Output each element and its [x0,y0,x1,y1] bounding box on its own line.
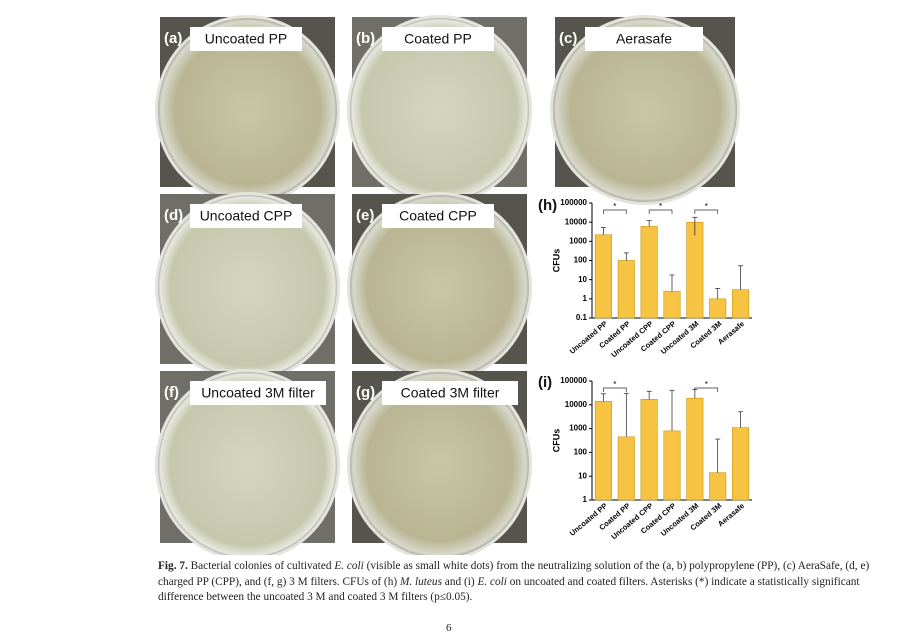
bar [686,397,704,501]
caption-text: E. coli [477,575,507,588]
bar [663,290,681,319]
y-tick-label: 10 [578,275,587,284]
y-tick-label: 100 [574,256,588,265]
y-tick-label: 1 [583,495,588,504]
bar [686,221,704,319]
y-tick-label: 0.1 [576,313,588,322]
label-box [382,204,494,228]
caption-text: and (i) [441,575,478,588]
panel-letter: (a) [164,30,182,47]
panel-letter: (d) [164,207,183,224]
label-box [190,381,326,405]
caption-text: E. coli [334,560,364,572]
caption: Fig. 7. Bacterial colonies of cultivated… [158,559,870,606]
figure: (a) Uncoated PP (b) Coated PP (c) Aerasafe (d)… [155,15,752,555]
bar [709,472,727,501]
panel-letter: (g) [356,384,375,401]
chart-panel-letter: (i) [538,374,552,391]
label-box [382,381,518,405]
bar [663,430,681,501]
y-tick-label: 10000 [565,400,588,409]
bar [640,226,658,319]
bar [594,401,612,501]
significance-label: * [659,202,662,211]
caption-text: (visible as small white dots) from the n… [158,560,870,588]
photo-label: Coated PP [404,31,472,47]
y-axis-label: CFUs [551,429,561,453]
petri-dish [347,368,532,555]
bar [732,289,750,319]
bar [640,399,658,501]
petri-dish [155,368,340,555]
bar [709,298,727,319]
photo-label: Uncoated CPP [200,208,293,224]
photo-label: Coated 3M filter [401,385,500,401]
bar [617,436,635,501]
y-tick-label: 100000 [560,376,587,385]
significance-label: * [705,380,708,389]
photo-label: Uncoated PP [205,31,288,47]
petri-dish [549,15,741,205]
bar [617,260,635,319]
photo-label: Coated CPP [399,208,477,224]
panel-letter: (b) [356,30,375,47]
panel-letter: (c) [559,30,577,47]
label-box [190,204,302,228]
chart-panel-letter: (h) [538,197,557,214]
significance-bracket [603,387,627,392]
bar [594,234,612,319]
y-axis-label: CFUs [551,249,561,273]
significance-bracket [648,209,673,214]
significance-label: * [613,202,616,211]
bar [732,427,750,501]
significance-bracket [603,209,627,214]
photo-label: Uncoated 3M filter [201,385,315,401]
photo-label: Aerasafe [616,31,672,47]
caption-text: Bacterial colonies of cultivated [187,560,335,572]
label-box [585,27,703,51]
y-tick-label: 1 [583,294,588,303]
label-box [382,27,494,51]
panel-letter: (e) [356,207,374,224]
significance-label: * [613,380,616,389]
y-tick-label: 10000 [565,217,588,226]
label-box [190,27,302,51]
page-number: 6 [446,622,452,634]
y-tick-label: 1000 [569,236,587,245]
y-tick-label: 1000 [569,424,587,433]
caption-text: on uncoated and coated filters. Asterisk… [158,575,860,604]
y-tick-label: 100000 [560,198,587,207]
caption-text: M. luteus [399,575,442,588]
caption-text: Fig. 7. [158,560,188,572]
significance-bracket [694,209,719,214]
panel-letter: (f) [164,384,179,401]
y-tick-label: 100 [574,448,588,457]
significance-label: * [705,202,708,211]
significance-bracket [694,387,719,392]
y-tick-label: 10 [578,471,587,480]
